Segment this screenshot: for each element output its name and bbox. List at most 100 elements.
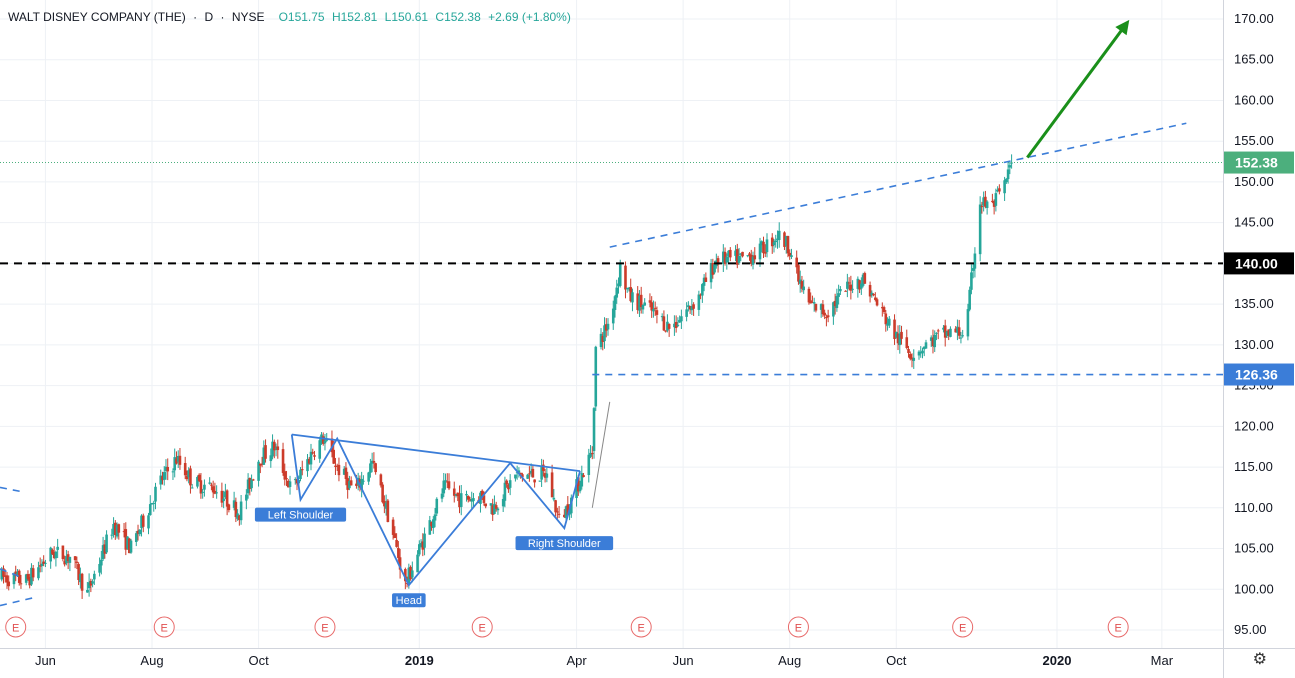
candle-body (501, 498, 505, 507)
candlestick (101, 536, 105, 561)
earnings-circle (952, 616, 974, 638)
earnings-letter: E (795, 623, 802, 635)
candle-body (435, 498, 439, 514)
candle-body (283, 471, 287, 480)
candlestick (259, 463, 262, 474)
candle-body (431, 519, 435, 529)
candle-body (374, 463, 377, 473)
candlestick (370, 452, 374, 473)
candle-body (61, 545, 65, 560)
candle-body (220, 490, 224, 503)
earnings-marker[interactable]: E (471, 616, 493, 638)
candle-body (627, 287, 631, 290)
candle-body (201, 491, 204, 493)
candle-body (238, 515, 241, 521)
candlestick (224, 483, 227, 500)
candle-body (171, 471, 175, 473)
candle-body (257, 461, 260, 481)
candle-body (362, 480, 365, 482)
candle-body (994, 193, 998, 206)
candlestick (260, 456, 264, 468)
candlestick (575, 471, 578, 507)
candle-body (14, 571, 18, 576)
candle-body (533, 479, 536, 483)
candlestick (150, 502, 154, 505)
candlestick (197, 473, 201, 482)
earnings-marker[interactable]: E (314, 616, 336, 638)
earnings-marker[interactable]: E (952, 616, 974, 638)
candle-body (959, 337, 963, 339)
candle-body (264, 445, 267, 459)
symbol-separator: · (220, 10, 225, 24)
candlestick (5, 571, 9, 589)
candlestick (213, 482, 217, 495)
candle-body (271, 441, 274, 457)
candle-body (232, 500, 236, 508)
earnings-marker[interactable]: E (5, 616, 27, 638)
candlestick (348, 475, 351, 491)
candlestick (286, 479, 290, 488)
candle-body (407, 567, 411, 584)
candlestick (631, 288, 634, 312)
y-tick-label: 150.00 (1234, 174, 1274, 189)
earnings-marker[interactable]: E (1107, 616, 1129, 638)
candlestick (580, 465, 584, 490)
symbol-name[interactable]: WALT DISNEY COMPANY (THE) (8, 10, 186, 24)
candle-body (239, 501, 243, 521)
candlestick (611, 300, 615, 330)
candlestick (942, 325, 945, 333)
candlestick (472, 492, 475, 507)
candle-body (643, 302, 646, 306)
candlestick (814, 303, 818, 313)
candlestick (393, 526, 397, 539)
candle-body (222, 498, 225, 502)
candle-body (87, 582, 91, 589)
candle-body (908, 354, 912, 359)
candlestick (381, 482, 384, 504)
candlestick (110, 528, 114, 540)
candlestick (936, 328, 940, 340)
earnings-marker[interactable]: E (630, 616, 652, 638)
candle-body (521, 474, 524, 478)
candlestick (227, 503, 231, 513)
candlestick (550, 464, 554, 498)
candle-body (870, 292, 874, 296)
candlestick (613, 294, 617, 318)
candle-body (737, 255, 741, 263)
candle-body (839, 288, 842, 292)
candlestick (739, 252, 743, 261)
earnings-circle (153, 616, 175, 638)
settings-gear-icon[interactable]: ⚙ (1252, 651, 1267, 668)
candle-body (447, 481, 451, 489)
candlestick (124, 522, 128, 556)
candlestick (293, 477, 297, 485)
candle-body (711, 262, 715, 275)
candlestick (409, 565, 412, 581)
candle-body (273, 441, 276, 451)
candlestick (494, 501, 498, 512)
candle-body (89, 580, 93, 586)
annotation-text: Right Shoulder (528, 538, 601, 550)
candlestick (811, 295, 814, 304)
interval-label[interactable]: D (204, 10, 214, 24)
candle-body (687, 305, 690, 308)
candlestick (501, 494, 505, 512)
candlestick (115, 522, 119, 539)
candlestick (970, 264, 973, 295)
candle-body (739, 253, 743, 255)
candlestick (271, 434, 274, 460)
candle-body (472, 498, 475, 502)
candle-body (660, 316, 664, 318)
candlestick (386, 498, 390, 523)
candle-body (618, 263, 622, 286)
earnings-marker[interactable]: E (787, 616, 809, 638)
candle-body (91, 581, 94, 584)
candlestick (187, 467, 190, 484)
candle-body (896, 333, 900, 344)
candle-body (1006, 169, 1010, 180)
candlestick (52, 546, 56, 560)
earnings-marker[interactable]: E (153, 616, 175, 638)
candle-body (973, 253, 977, 269)
